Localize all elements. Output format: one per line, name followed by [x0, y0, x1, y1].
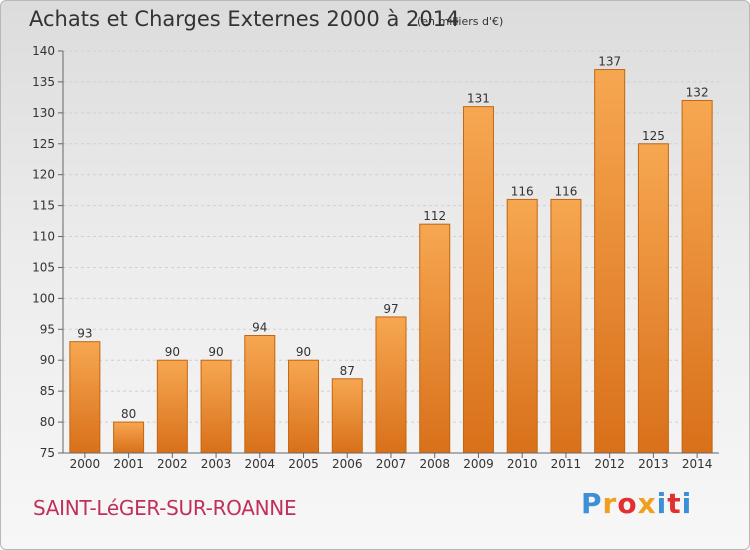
chart-unit-label: (en milliers d'€) [417, 15, 504, 28]
logo-letter: i [681, 487, 693, 520]
y-tick-label: 75 [40, 446, 55, 460]
value-label-2010: 116 [511, 184, 534, 198]
value-label-2000: 93 [77, 327, 92, 341]
logo-letter: x [637, 487, 657, 520]
commune-name: SAINT-LéGER-SUR-ROANNE [33, 496, 297, 520]
value-label-2012: 137 [598, 55, 621, 69]
logo-letter: r [602, 487, 618, 520]
y-tick-label: 100 [32, 291, 55, 305]
value-label-2009: 131 [467, 92, 490, 106]
y-tick-label: 135 [32, 75, 55, 89]
x-tick-label-2005: 2005 [288, 457, 319, 471]
bar-2014 [681, 99, 713, 454]
value-label-2006: 87 [340, 364, 355, 378]
y-tick-label: 120 [32, 168, 55, 182]
x-tick-label-2010: 2010 [507, 457, 538, 471]
y-tick-label: 90 [40, 353, 55, 367]
value-label-2002: 90 [165, 345, 180, 359]
x-tick-label-2001: 2001 [113, 457, 144, 471]
value-label-2013: 125 [642, 129, 665, 143]
bar-2006 [331, 378, 363, 454]
logo-letter: o [617, 487, 638, 520]
value-label-2003: 90 [208, 345, 223, 359]
bar-2007 [375, 316, 407, 454]
proxiti-logo[interactable]: Proxiti [581, 487, 692, 520]
value-label-2007: 97 [383, 302, 398, 316]
logo-letter: t [667, 487, 682, 520]
value-label-2014: 132 [686, 85, 709, 99]
y-tick-label: 85 [40, 384, 55, 398]
x-tick-label-2000: 2000 [70, 457, 101, 471]
bar-2001 [113, 421, 145, 454]
y-tick-label: 125 [32, 137, 55, 151]
logo-letter: P [581, 487, 603, 520]
bar-2008 [419, 223, 451, 454]
y-tick-label: 80 [40, 415, 55, 429]
x-tick-label-2007: 2007 [376, 457, 407, 471]
bar-2003 [200, 359, 232, 454]
bar-2013 [637, 143, 669, 454]
bar-2005 [288, 359, 320, 454]
y-tick-label: 110 [32, 230, 55, 244]
bar-2011 [550, 198, 582, 454]
y-tick-label: 130 [32, 106, 55, 120]
bar-2000 [69, 341, 101, 454]
x-tick-label-2009: 2009 [463, 457, 494, 471]
value-label-2005: 90 [296, 345, 311, 359]
y-tick-label: 115 [32, 199, 55, 213]
value-label-2008: 112 [423, 209, 446, 223]
value-label-2011: 116 [554, 184, 577, 198]
bar-2012 [594, 69, 626, 454]
bar-2009 [462, 106, 494, 454]
y-tick-label: 105 [32, 260, 55, 274]
logo-letter: i [656, 487, 668, 520]
value-label-2004: 94 [252, 320, 267, 334]
value-label-2001: 80 [121, 407, 136, 421]
bar-2002 [156, 359, 188, 454]
bar-2004 [244, 334, 276, 454]
y-tick-label: 95 [40, 322, 55, 336]
x-tick-label-2008: 2008 [419, 457, 450, 471]
axes: 75 80 85 90 95 100 105 110 115 120 125 130 135 140 200… [32, 44, 719, 471]
x-tick-label-2014: 2014 [682, 457, 713, 471]
x-tick-label-2011: 2011 [551, 457, 582, 471]
x-tick-label-2013: 2013 [638, 457, 669, 471]
bars: 93 80 90 90 94 90 87 97 112 131 116 116 137 125 132 [69, 55, 713, 454]
y-tick-label: 140 [32, 44, 55, 58]
x-tick-label-2006: 2006 [332, 457, 363, 471]
bar-2010 [506, 198, 538, 454]
x-tick-label-2002: 2002 [157, 457, 188, 471]
x-tick-label-2004: 2004 [245, 457, 276, 471]
chart-title: Achats et Charges Externes 2000 à 2014 [29, 7, 460, 31]
x-tick-label-2012: 2012 [594, 457, 625, 471]
x-tick-label-2003: 2003 [201, 457, 232, 471]
